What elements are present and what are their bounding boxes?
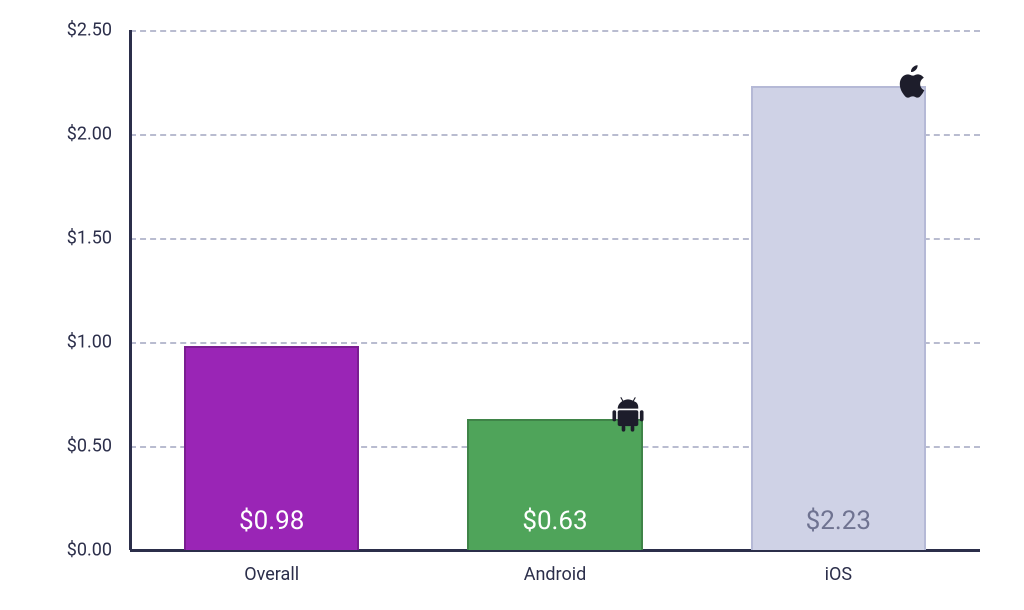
y-tick-label: $2.00: [67, 124, 130, 145]
bar-value-label: $0.98: [239, 506, 304, 536]
bar-value-label: $0.63: [522, 506, 587, 536]
gridline: [130, 30, 980, 32]
bar-value-label: $2.23: [806, 506, 871, 536]
bar-chart: $0.00 $0.50 $1.00 $1.50 $2.00 $2.50 $0.98 Overa…: [0, 0, 1024, 610]
x-tick-label: Overall: [244, 550, 299, 585]
y-tick-label: $1.00: [67, 332, 130, 353]
bar-overall: $0.98: [184, 346, 360, 550]
plot-area: $0.00$0.50$1.00$1.50$2.00$2.50$0.98Overa…: [130, 30, 980, 550]
bar-ios: $2.23: [751, 86, 927, 550]
bar-android: $0.63: [467, 419, 643, 550]
apple-icon: [892, 63, 930, 101]
x-tick-label: Android: [524, 550, 587, 585]
y-tick-label: $2.50: [67, 20, 130, 41]
y-axis-line: [129, 30, 132, 550]
x-tick-label: iOS: [825, 550, 852, 585]
android-icon: [609, 396, 647, 434]
y-tick-label: $0.50: [67, 436, 130, 457]
y-tick-label: $1.50: [67, 228, 130, 249]
y-tick-label: $0.00: [67, 540, 130, 561]
